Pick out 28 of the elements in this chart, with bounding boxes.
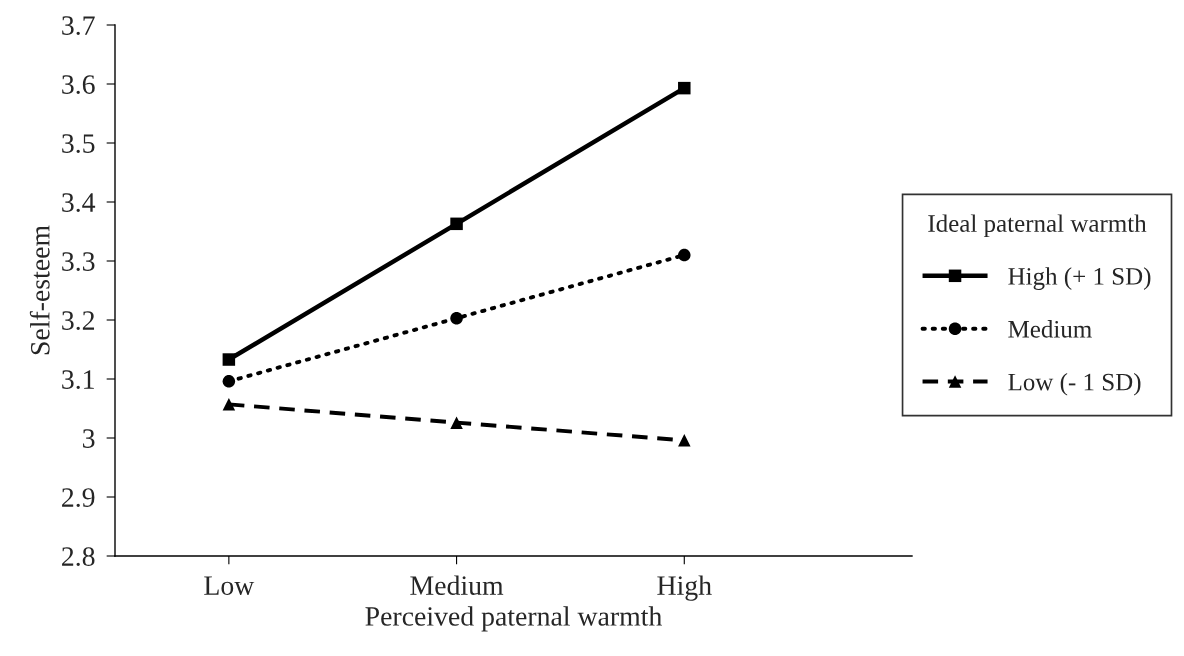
point bbox=[450, 416, 463, 429]
point bbox=[450, 311, 463, 325]
y-tick-label: 3.2 bbox=[62, 311, 95, 331]
point bbox=[678, 81, 691, 95]
x-tick-label: Low bbox=[204, 576, 255, 595]
y-axis-title: Self-esteem bbox=[29, 225, 50, 355]
point bbox=[450, 217, 463, 231]
point bbox=[222, 375, 236, 388]
y-tick-label: 2.8 bbox=[62, 547, 95, 567]
y-tick-label: 3.1 bbox=[62, 370, 94, 390]
legend-label: High (+ 1 SD) bbox=[1008, 267, 1151, 290]
x-axis-title: Perceived paternal warmth bbox=[365, 606, 662, 632]
point bbox=[222, 353, 236, 366]
point bbox=[678, 434, 691, 447]
y-tick-label: 3.7 bbox=[62, 16, 95, 36]
x-tick-label: High bbox=[657, 575, 712, 601]
y-tick-label: 3.6 bbox=[62, 75, 95, 95]
x-tick-label: Medium bbox=[410, 575, 504, 595]
y-tick-label: 3.4 bbox=[62, 193, 96, 213]
y-tick-label: 3.5 bbox=[62, 134, 95, 154]
legend-label: Medium bbox=[1008, 320, 1092, 338]
legend-label: Low (- 1 SD) bbox=[1008, 372, 1141, 396]
point bbox=[222, 398, 236, 411]
y-tick-label: 2.9 bbox=[62, 488, 95, 508]
y-tick-label: 3.3 bbox=[62, 252, 95, 272]
y-tick-label: 3 bbox=[82, 429, 95, 448]
point bbox=[678, 248, 691, 262]
legend-title: Ideal paternal warmth bbox=[928, 214, 1147, 238]
